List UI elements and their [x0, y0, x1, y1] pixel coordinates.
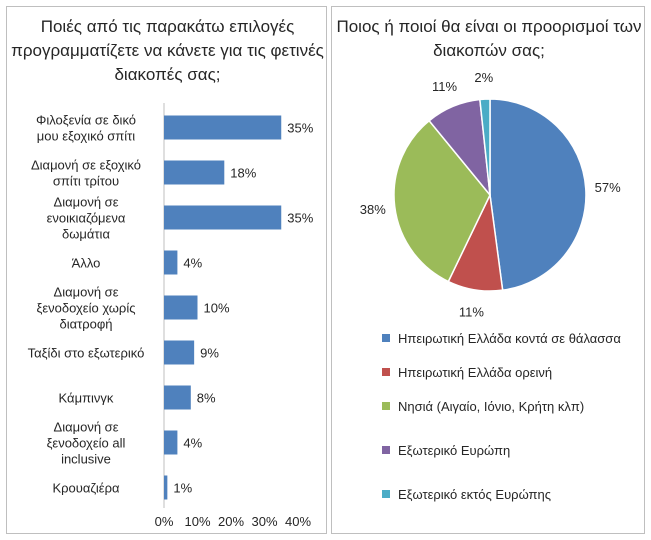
bar-tick-label: 30%: [251, 514, 277, 529]
bar-value-label: 4%: [183, 436, 202, 451]
bar-category-label: Κρουαζιέρα: [52, 481, 119, 496]
bar-tick-label: 20%: [218, 514, 244, 529]
bar: [164, 160, 225, 185]
legend-item: Ηπειρωτική Ελλάδα κοντά σε θάλασσα: [382, 329, 651, 348]
bar-category-label: Διαμονή σε ενοικιαζόμενα δωμάτια: [47, 195, 126, 242]
legend-label: Ηπειρωτική Ελλάδα ορεινή: [398, 365, 553, 380]
bar: [164, 205, 282, 230]
bar: [164, 250, 178, 275]
bar-category-label: Διαμονή σε εξοχικό σπίτι τρίτου: [31, 158, 141, 189]
pie-chart: 57% 11% 38% 11% 2%: [360, 70, 621, 320]
bar: [164, 115, 282, 140]
bar-category-label: Διαμονή σε ξενοδοχείο χωρίς διατροφή: [37, 285, 136, 332]
bar-category-label: Ταξίδι στο εξωτερικό: [28, 346, 145, 361]
bar-chart-title: Ποιές από τις παρακάτω επιλογές προγραμμ…: [11, 17, 324, 84]
bar: [164, 295, 198, 320]
bar-category-label: Κάμπινγκ: [59, 391, 114, 406]
bar-value-label: 4%: [183, 256, 202, 271]
bar-category-label: Φιλοξενία σε δικό μου εξοχικό σπίτι: [36, 113, 136, 144]
bar-value-label: 9%: [200, 346, 219, 361]
legend-swatch: [382, 334, 390, 342]
bar-chart: 35% Φιλοξενία σε δικό μου εξοχικό σπίτι 18%…: [28, 103, 314, 529]
pie-value-label: 38%: [360, 202, 386, 217]
legend-swatch: [382, 368, 390, 376]
bar: [164, 430, 178, 455]
legend-item: Ηπειρωτική Ελλάδα ορεινή: [382, 363, 651, 382]
bar-value-label: 18%: [230, 166, 256, 181]
legend-label: Εξωτερικό εκτός Ευρώπης: [398, 487, 551, 502]
legend-swatch: [382, 402, 390, 410]
legend-item: Εξωτερικό Ευρώπη: [382, 441, 651, 460]
legend-label: Ηπειρωτική Ελλάδα κοντά σε θάλασσα: [398, 331, 621, 346]
bar: [164, 385, 191, 410]
pie-value-label: 11%: [459, 305, 484, 320]
pie-chart-title: Ποιος ή ποιοί θα είναι οι προορισμοί των…: [336, 17, 642, 60]
bar-value-label: 10%: [204, 301, 230, 316]
bar-tick-label: 40%: [285, 514, 311, 529]
bar-value-label: 1%: [173, 481, 192, 496]
bar-tick-label: 10%: [184, 514, 210, 529]
pie-value-label: 11%: [432, 79, 457, 94]
bar-tick-label: 0%: [155, 514, 174, 529]
pie-slice: [393, 119, 491, 283]
legend-item: Εξωτερικό εκτός Ευρώπης: [382, 485, 651, 504]
bar-chart-panel: Ποιές από τις παρακάτω επιλογές προγραμμ…: [6, 6, 327, 534]
bar-value-label: 8%: [197, 391, 216, 406]
bar: [164, 340, 195, 365]
legend-item: Νησιά (Αιγαίο, Ιόνιο, Κρήτη κλπ): [382, 397, 651, 416]
legend-swatch: [382, 446, 390, 454]
bar-category-label: Άλλο: [72, 256, 101, 271]
bar-value-label: 35%: [287, 121, 313, 136]
pie-slice: [479, 98, 491, 196]
pie-value-label: 2%: [474, 70, 493, 85]
legend-label: Νησιά (Αιγαίο, Ιόνιο, Κρήτη κλπ): [398, 399, 585, 414]
pie-value-label: 57%: [595, 180, 621, 195]
pie-slice: [489, 98, 587, 292]
bar-value-label: 35%: [287, 211, 313, 226]
bar-category-label: Διαμονή σε ξενοδοχείο all inclusive: [47, 420, 126, 467]
legend-label: Εξωτερικό Ευρώπη: [398, 443, 511, 458]
legend-swatch: [382, 490, 390, 498]
pie-chart-panel: Ποιος ή ποιοί θα είναι οι προορισμοί των…: [331, 6, 645, 534]
bar: [164, 475, 168, 500]
